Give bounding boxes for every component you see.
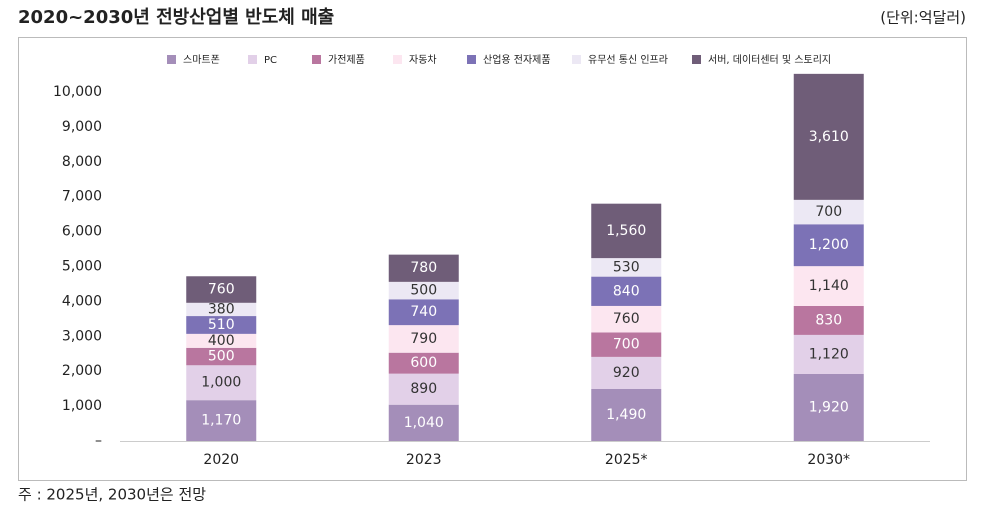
bar-segment	[793, 73, 864, 200]
legend-swatch	[167, 55, 176, 64]
value-label: 400	[208, 333, 235, 349]
value-label: 840	[613, 283, 640, 299]
value-label: 1,920	[809, 399, 849, 415]
legend-label: 산업용 전자제품	[483, 53, 551, 66]
value-label: 740	[410, 304, 437, 320]
value-label: 530	[613, 259, 640, 275]
y-tick-label: 6,000	[62, 224, 102, 240]
bar-segment	[186, 276, 257, 303]
value-label: 780	[410, 260, 437, 276]
legend-swatch	[248, 55, 257, 64]
bar-segment	[388, 254, 459, 282]
bar-segment	[186, 400, 257, 441]
bar-segment	[186, 302, 257, 317]
value-label: 1,140	[809, 278, 849, 294]
value-label: 760	[208, 282, 235, 298]
value-label: 1,000	[201, 375, 241, 391]
value-label: 1,120	[809, 346, 849, 362]
bar-segment	[591, 305, 662, 333]
value-label: 700	[815, 204, 842, 220]
bar-segment	[591, 388, 662, 441]
y-tick-label: 9,000	[62, 119, 102, 135]
legend-swatch	[572, 55, 581, 64]
value-label: 600	[410, 355, 437, 371]
bar-segment	[793, 373, 864, 441]
bar-segment	[591, 276, 662, 306]
legend-label: PC	[264, 55, 277, 66]
legend-label: 스마트폰	[183, 54, 220, 66]
bar-segment	[591, 203, 662, 259]
value-label: 760	[613, 311, 640, 327]
bar-segment	[186, 316, 257, 334]
y-tick-label: 4,000	[62, 293, 102, 309]
bar-segment	[388, 404, 459, 441]
y-tick-label: 1,000	[62, 398, 102, 414]
y-tick-label: 5,000	[62, 259, 102, 275]
value-label: 1,040	[404, 415, 444, 431]
bar-segment	[591, 356, 662, 389]
y-tick-label: 8,000	[62, 154, 102, 170]
bar-segment	[591, 258, 662, 277]
value-label: 1,560	[606, 223, 646, 239]
value-label: 1,170	[201, 413, 241, 429]
bar-segment	[793, 224, 864, 267]
value-label: 1,200	[809, 237, 849, 253]
value-label: 500	[410, 283, 437, 299]
bar-segment	[186, 347, 257, 366]
legend-label: 유무선 통신 인프라	[588, 54, 668, 66]
bar-segment	[388, 352, 459, 374]
bar-segment	[388, 281, 459, 300]
bar-segment	[388, 299, 459, 326]
value-label: 890	[410, 381, 437, 397]
y-tick-label: 2,000	[62, 363, 102, 379]
value-label: 500	[208, 349, 235, 365]
bar-segment	[186, 333, 257, 348]
x-tick-label: 2030*	[807, 452, 850, 468]
unit-label: (단위:억달러)	[880, 9, 966, 27]
legend-swatch	[312, 55, 321, 64]
x-tick-label: 2020	[203, 452, 239, 468]
y-tick-label: 3,000	[62, 328, 102, 344]
bar-segment	[793, 266, 864, 306]
legend-swatch	[692, 55, 701, 64]
chart-frame	[18, 37, 967, 481]
bar-segment	[793, 305, 864, 335]
bar-segment	[388, 373, 459, 405]
bar-segment	[793, 199, 864, 225]
value-label: 380	[208, 301, 235, 317]
legend-label: 서버, 데이터센터 및 스토리지	[708, 54, 831, 66]
legend-label: 가전제품	[328, 54, 365, 66]
x-tick-label: 2023	[406, 452, 442, 468]
y-tick-label: 7,000	[62, 189, 102, 205]
value-label: 920	[613, 365, 640, 381]
value-label: 3,610	[809, 129, 849, 145]
bar-segment	[388, 325, 459, 353]
value-label: 830	[815, 312, 842, 328]
footnote: 주 : 2025년, 2030년은 전망	[18, 486, 206, 504]
value-label: 510	[208, 317, 235, 333]
y-tick-label: –	[95, 433, 102, 449]
bar-segment	[591, 332, 662, 357]
value-label: 790	[410, 331, 437, 347]
legend-swatch	[467, 55, 476, 64]
bar-segment	[186, 365, 257, 401]
bar-segment	[793, 334, 864, 374]
x-tick-label: 2025*	[605, 452, 648, 468]
legend-label: 자동차	[409, 54, 437, 66]
legend-swatch	[393, 55, 402, 64]
value-label: 700	[613, 337, 640, 353]
chart-title: 2020~2030년 전방산업별 반도체 매출	[18, 7, 334, 28]
value-label: 1,490	[606, 407, 646, 423]
y-tick-label: 10,000	[53, 84, 102, 100]
